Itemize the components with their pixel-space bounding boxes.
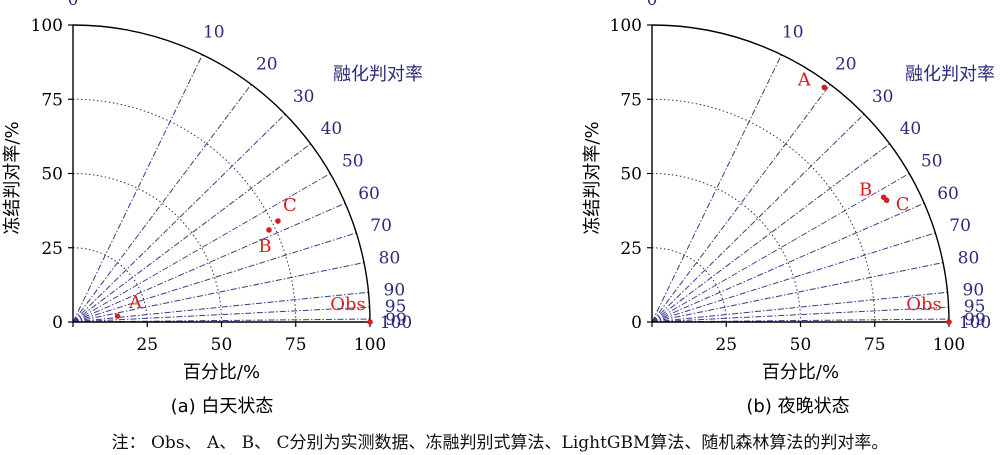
radial-line-40 — [651, 143, 890, 323]
radial-line-30 — [72, 113, 286, 323]
angular-tick-label-0: 0 — [647, 0, 658, 10]
panel-caption: (b) 夜晚状态 — [746, 396, 849, 417]
data-point-a — [821, 84, 828, 91]
x-tick-label-100: 100 — [354, 335, 386, 355]
angular-tick-label-40: 40 — [321, 119, 343, 139]
x-tick-label-25: 25 — [136, 335, 158, 355]
x-tick-label-50: 50 — [790, 335, 812, 355]
angular-tick-label-0: 0 — [68, 0, 79, 10]
angular-tick-label-50: 50 — [342, 152, 364, 172]
panel-a: 0102030405060708090959910002525505075751… — [2, 0, 423, 417]
radial-line-30 — [651, 113, 865, 323]
data-point-label-b: B — [859, 179, 872, 200]
data-point-label-a: A — [797, 69, 812, 90]
y-tick-label-25: 25 — [41, 239, 63, 259]
angular-tick-label-70: 70 — [949, 216, 971, 236]
data-point-obs — [367, 319, 373, 325]
data-point-label-b: B — [258, 236, 271, 257]
y-tick-label-75: 75 — [620, 90, 642, 110]
angular-tick-label-80: 80 — [379, 248, 401, 268]
x-axis-label: 百分比/% — [183, 362, 260, 383]
outer-arc — [651, 24, 950, 323]
angular-tick-label-99: 99 — [385, 310, 407, 330]
radial-line-40 — [72, 143, 311, 323]
angular-tick-label-30: 30 — [872, 87, 894, 107]
radial-line-70 — [72, 232, 357, 323]
angular-tick-label-80: 80 — [958, 248, 980, 268]
radial-line-20 — [651, 84, 831, 323]
y-tick-label-0: 0 — [52, 313, 63, 333]
panel-b: 0102030405060708090959910002525505075751… — [582, 0, 995, 417]
y-axis-label: 冻结判对率/% — [582, 121, 603, 234]
data-point-c — [275, 218, 281, 224]
radial-line-95 — [651, 306, 949, 323]
y-tick-label-75: 75 — [41, 90, 63, 110]
grid-arc-50 — [72, 173, 222, 323]
angular-tick-label-100: 100 — [959, 313, 991, 333]
radial-line-95 — [72, 306, 370, 323]
angular-tick-label-99: 99 — [964, 310, 986, 330]
footnote: 注： Obs、 A、 B、 C分别为实测数据、冻融判别式算法、LightGBM算… — [111, 433, 889, 453]
angular-axis-label: 融化判对率 — [333, 64, 423, 85]
y-tick-label-0: 0 — [631, 313, 642, 333]
y-tick-label-50: 50 — [620, 165, 642, 185]
radial-line-10 — [72, 54, 203, 323]
radial-line-10 — [651, 54, 782, 323]
radial-line-80 — [72, 262, 365, 323]
data-point-label-c: C — [896, 194, 910, 215]
y-tick-label-100: 100 — [31, 16, 63, 36]
angular-tick-label-60: 60 — [358, 184, 380, 204]
angular-tick-label-30: 30 — [293, 87, 315, 107]
radial-line-90 — [72, 291, 369, 323]
angular-tick-label-60: 60 — [937, 184, 959, 204]
data-point-label-obs: Obs — [906, 294, 942, 315]
angular-tick-label-90: 90 — [384, 281, 406, 301]
x-tick-label-75: 75 — [864, 335, 886, 355]
data-point-label-a: A — [128, 292, 143, 313]
data-point-a — [114, 313, 121, 319]
angular-axis-label: 融化判对率 — [905, 64, 995, 85]
angular-tick-label-10: 10 — [782, 22, 804, 42]
angular-tick-label-90: 90 — [963, 281, 985, 301]
x-tick-label-50: 50 — [211, 335, 233, 355]
data-point-b — [266, 227, 272, 233]
x-axis-label: 百分比/% — [762, 362, 839, 383]
angular-tick-label-95: 95 — [964, 297, 986, 317]
radial-line-50 — [651, 173, 910, 323]
angular-tick-label-100: 100 — [380, 313, 412, 333]
radial-line-90 — [651, 291, 948, 323]
y-tick-label-25: 25 — [620, 239, 642, 259]
figure-canvas: 0102030405060708090959910002525505075751… — [2, 0, 995, 417]
x-tick-label-25: 25 — [715, 335, 737, 355]
x-tick-label-100: 100 — [933, 335, 965, 355]
angular-tick-label-40: 40 — [900, 119, 922, 139]
panel-caption: (a) 白天状态 — [171, 396, 274, 417]
data-point-label-obs: Obs — [330, 294, 366, 315]
data-point-obs — [946, 319, 952, 325]
outer-arc — [72, 24, 371, 323]
angular-tick-label-10: 10 — [203, 22, 225, 42]
data-point-c — [883, 197, 890, 204]
x-tick-label-75: 75 — [285, 335, 307, 355]
angular-tick-label-50: 50 — [921, 152, 943, 172]
radial-line-20 — [72, 84, 252, 323]
data-point-label-c: C — [283, 195, 297, 216]
angular-tick-label-70: 70 — [370, 216, 392, 236]
radial-line-70 — [651, 232, 936, 323]
radial-line-60 — [651, 202, 925, 323]
radial-line-50 — [72, 173, 331, 323]
grid-arc-50 — [651, 173, 801, 323]
y-tick-label-100: 100 — [610, 16, 642, 36]
angular-tick-label-20: 20 — [835, 55, 857, 75]
angular-tick-label-95: 95 — [385, 297, 407, 317]
y-axis-label: 冻结判对率/% — [2, 121, 23, 234]
angular-tick-label-20: 20 — [256, 55, 278, 75]
radial-line-60 — [72, 202, 346, 323]
radial-line-80 — [651, 262, 944, 323]
y-tick-label-50: 50 — [41, 165, 63, 185]
